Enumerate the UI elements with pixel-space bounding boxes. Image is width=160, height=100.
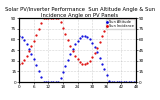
Legend: Sun Altitude, Sun Incidence: Sun Altitude, Sun Incidence [106,19,135,29]
Text: Solar PV/Inverter Performance  Sun Altitude Angle & Sun Incidence Angle on PV Pa: Solar PV/Inverter Performance Sun Altitu… [5,7,155,18]
